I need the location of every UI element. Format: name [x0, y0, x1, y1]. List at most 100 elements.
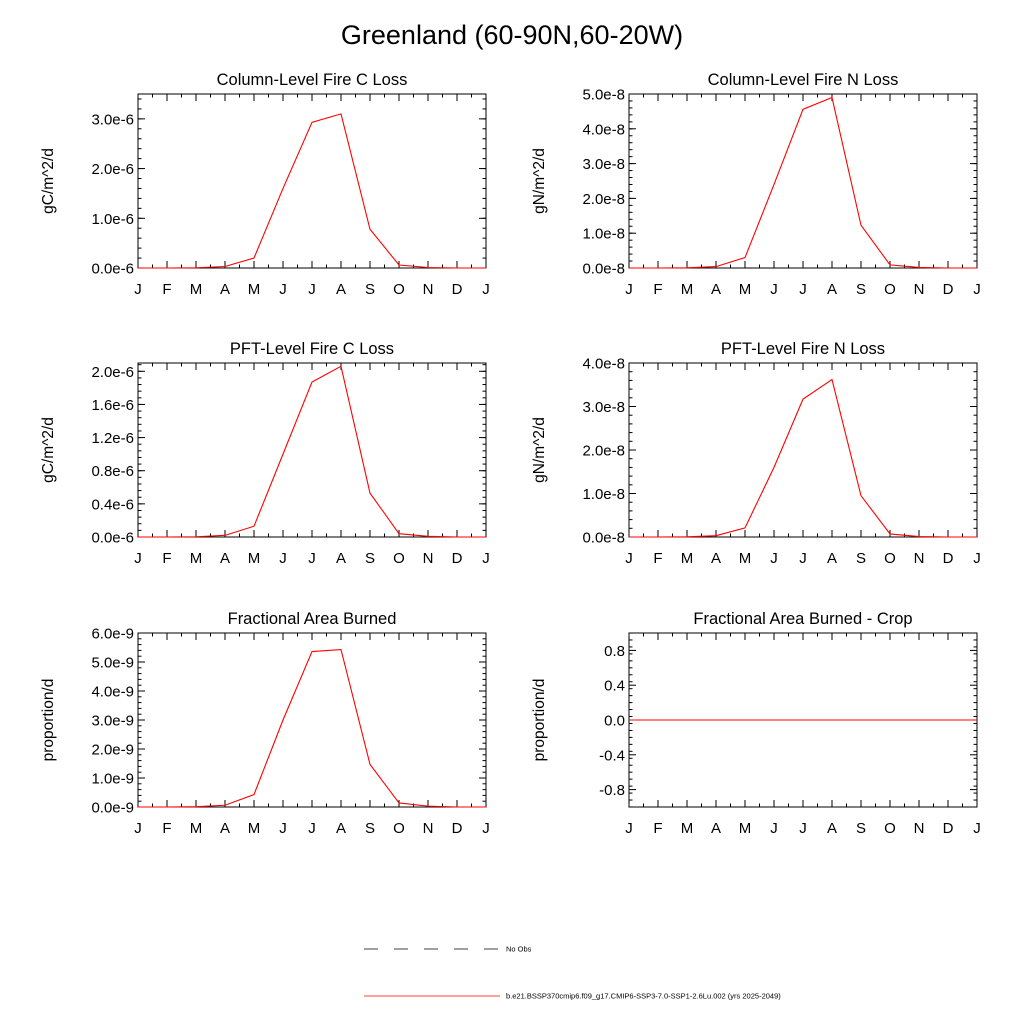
x-tick-label: S [365, 281, 375, 298]
x-tick-label: J [770, 550, 778, 567]
x-tick-label: O [884, 550, 896, 567]
x-tick-label: M [739, 281, 752, 298]
x-tick-label: S [856, 820, 866, 837]
plot-frame [628, 93, 978, 269]
y-tick-label: 0.0 [604, 713, 625, 730]
x-tick-label: M [248, 281, 261, 298]
panel-title: Column-Level Fire N Loss [708, 71, 899, 89]
plot-frame [137, 632, 487, 808]
y-tick-label: 0.0e-9 [91, 800, 134, 817]
x-tick-label: N [423, 281, 434, 298]
x-tick-label: N [423, 550, 434, 567]
x-tick-label: J [799, 550, 807, 567]
y-tick-label: 2.0e-8 [582, 191, 625, 208]
x-tick-label: S [365, 820, 375, 837]
y-tick-label: 6.0e-9 [91, 626, 134, 643]
x-tick-label: J [279, 820, 287, 837]
y-tick-label: 1.0e-6 [91, 211, 134, 228]
x-tick-label: J [799, 820, 807, 837]
series-line [138, 648, 486, 808]
x-tick-label: M [681, 281, 694, 298]
y-tick-label: 0.4 [604, 678, 625, 695]
x-tick-label: O [884, 281, 896, 298]
panel-title: Fractional Area Burned - Crop [693, 610, 912, 628]
x-tick-label: S [856, 550, 866, 567]
y-tick-label: 3.0e-8 [582, 156, 625, 173]
legend-label: No Obs [506, 945, 532, 954]
x-tick-label: J [973, 550, 981, 567]
x-tick-label: F [162, 820, 171, 837]
series-line [629, 96, 977, 269]
x-tick-label: J [482, 281, 490, 298]
plot-frame [628, 362, 978, 538]
y-tick-label: 0.8 [604, 643, 625, 660]
x-tick-label: O [884, 820, 896, 837]
x-tick-label: N [914, 820, 925, 837]
panel-title: Fractional Area Burned [228, 610, 397, 628]
y-axis-label: gN/m^2/d [531, 148, 548, 214]
y-axis-label: proportion/d [40, 679, 57, 762]
x-tick-label: F [653, 550, 662, 567]
x-tick-label: J [308, 550, 316, 567]
x-tick-label: O [393, 550, 405, 567]
x-tick-label: A [711, 550, 721, 567]
x-tick-label: F [162, 281, 171, 298]
x-tick-label: A [220, 281, 230, 298]
figure-title: Greenland (60-90N,60-20W) [340, 20, 684, 50]
y-tick-label: 3.0e-9 [91, 713, 134, 730]
y-tick-label: -0.8 [599, 782, 625, 799]
x-tick-label: S [365, 550, 375, 567]
y-tick-label: 1.0e-9 [91, 771, 134, 788]
y-tick-label: -0.4 [599, 747, 625, 764]
y-tick-label: 5.0e-8 [582, 87, 625, 104]
y-axis-label: proportion/d [531, 679, 548, 762]
x-tick-label: J [134, 820, 142, 837]
plot-frame [137, 93, 487, 269]
panel-title: Column-Level Fire C Loss [217, 71, 408, 89]
x-tick-label: M [248, 820, 261, 837]
x-tick-label: M [681, 820, 694, 837]
y-tick-label: 0.4e-6 [91, 496, 134, 513]
x-tick-label: N [914, 550, 925, 567]
x-tick-label: J [770, 281, 778, 298]
y-tick-label: 0.0e-8 [582, 261, 625, 278]
plot-frame [137, 362, 487, 538]
x-tick-label: D [452, 281, 463, 298]
y-tick-label: 2.0e-9 [91, 742, 134, 759]
y-tick-label: 0.0e-6 [91, 530, 134, 547]
x-tick-label: F [162, 550, 171, 567]
x-tick-label: A [336, 281, 346, 298]
x-tick-label: M [248, 550, 261, 567]
x-tick-label: M [739, 820, 752, 837]
x-tick-label: O [393, 820, 405, 837]
x-tick-label: J [279, 281, 287, 298]
y-tick-label: 0.8e-6 [91, 463, 134, 480]
x-tick-label: A [827, 820, 837, 837]
x-tick-label: M [681, 550, 694, 567]
x-tick-label: A [336, 550, 346, 567]
y-axis-label: gC/m^2/d [40, 417, 57, 483]
x-tick-label: D [943, 820, 954, 837]
x-tick-label: J [134, 281, 142, 298]
x-tick-label: F [653, 281, 662, 298]
x-tick-label: A [711, 281, 721, 298]
y-tick-label: 1.2e-6 [91, 430, 134, 447]
y-tick-label: 0.0e-8 [582, 530, 625, 547]
y-tick-label: 4.0e-9 [91, 684, 134, 701]
series-line [138, 113, 486, 269]
y-tick-label: 1.0e-8 [582, 486, 625, 503]
panel-title: PFT-Level Fire C Loss [230, 340, 394, 358]
y-tick-label: 3.0e-8 [582, 399, 625, 416]
x-tick-label: J [308, 281, 316, 298]
x-tick-label: O [393, 281, 405, 298]
x-tick-label: J [482, 550, 490, 567]
x-tick-label: D [452, 550, 463, 567]
x-tick-label: M [190, 820, 203, 837]
y-tick-label: 4.0e-8 [582, 356, 625, 373]
x-tick-label: J [625, 281, 633, 298]
